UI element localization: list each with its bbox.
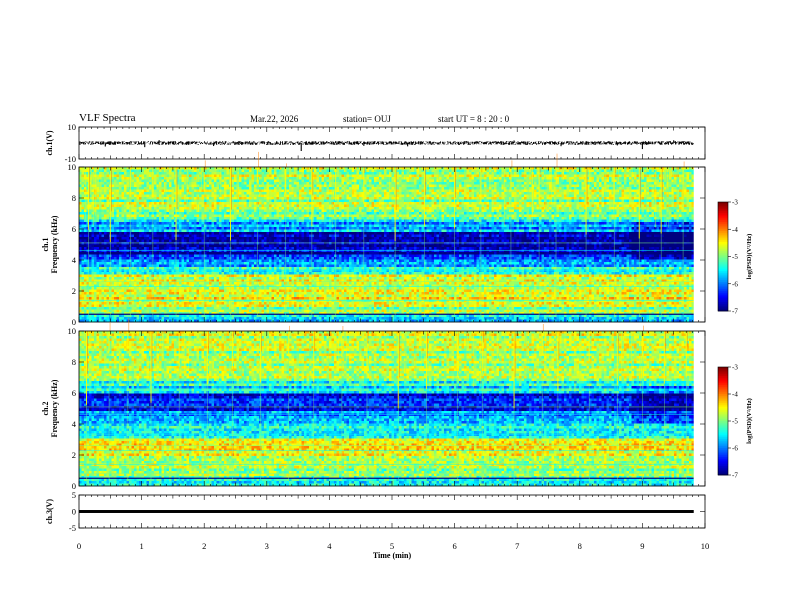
ch2-spectrogram-ytick-label: 2 [72,450,76,460]
ch1-waveform-ytick-label: 10 [68,122,77,132]
ch2-spectrogram-ylabel: Frequency (kHz) [50,379,59,437]
ch2-spectrogram-colorbar-tick: -7 [732,472,738,480]
ch3-waveform-trace [79,510,694,513]
ch3-waveform-ytick-label: 5 [72,490,76,500]
time-tick-label: 3 [265,541,269,551]
time-tick-label: 7 [515,541,519,551]
ch1-spectrogram-ytick-label: 10 [68,162,77,172]
ch2-spectrogram-colorbar: -3 -4 -5 -6 -7 log(PSD)(V²/Hz) [718,364,753,480]
ch1-spectrogram-colorbar-tick: -3 [732,199,738,207]
ch1-spectrogram-colorbar-tick: -5 [732,253,738,261]
time-tick-label: 10 [701,541,710,551]
time-tick-label: 2 [202,541,206,551]
ch2-spectrogram-ytick-label: 6 [72,388,76,398]
ch1-spectrogram-ylabel: Frequency (kHz) [50,215,59,273]
time-axis: 0 1 2 3 4 5 6 7 8 9 10 Time (min) [77,541,709,560]
ch2-spectrogram-colorbar-tick: -3 [732,364,738,372]
ch1-spectrogram-colorbar-tick: -6 [732,280,738,288]
ch1-spectrogram-ytick-label: 4 [72,255,77,265]
ch3-waveform-ylabel: ch.3(V) [45,499,54,524]
ch2-spectrogram-image [79,318,694,486]
ch1-spectrogram-ytick-label: 2 [72,286,76,296]
ch3-waveform-panel: 5 0 -5 ch.3(V) [45,490,705,533]
ch2-spectrogram-ytick-label: 8 [72,357,76,367]
ch2-spectrogram-colorbar-tick: -5 [732,418,738,426]
ch1-spectrogram-colorbar-tick: -4 [732,226,738,234]
ch2-spectrogram-colorbar-tick: -4 [732,391,738,399]
ch2-spectrogram-colorbar-tick: -6 [732,445,738,453]
time-tick-label: 4 [327,541,332,551]
time-tick-label: 5 [390,541,394,551]
time-tick-label: 8 [578,541,582,551]
ch1-spectrogram-colorbar-tick: -7 [732,308,738,316]
ch2-spectrogram-channel-label: ch.2 [41,402,50,416]
time-tick-label: 9 [640,541,644,551]
time-tick-label: 1 [139,541,143,551]
time-tick-label: 0 [77,541,81,551]
ch1-spectrogram-channel-label: ch.1 [41,238,50,252]
ch1-spectrogram-colorbar: -3 -4 -5 -6 -7 log(PSD)(V²/Hz) [718,199,753,316]
ch2-spectrogram-ytick-label: 4 [72,419,77,429]
ch2-spectrogram-ytick-label: 10 [68,326,77,336]
ch1-spectrogram-image [79,152,694,322]
ch1-spectrogram-ytick-label: 6 [72,224,76,234]
ch1-waveform-trace [80,141,694,145]
ch2-spectrogram-colorbar-label: log(PSD)(V²/Hz) [746,398,753,444]
ch3-waveform-ytick-label: 0 [72,507,76,517]
ch1-spectrogram-colorbar-label: log(PSD)(V²/Hz) [746,234,753,280]
ch1-spectrogram-ytick-label: 8 [72,193,76,203]
ch3-waveform-ytick-label: -5 [69,523,76,533]
time-axis-label: Time (min) [373,551,412,560]
time-tick-label: 6 [452,541,456,551]
ch1-waveform-ylabel: ch.1(V) [45,130,54,155]
